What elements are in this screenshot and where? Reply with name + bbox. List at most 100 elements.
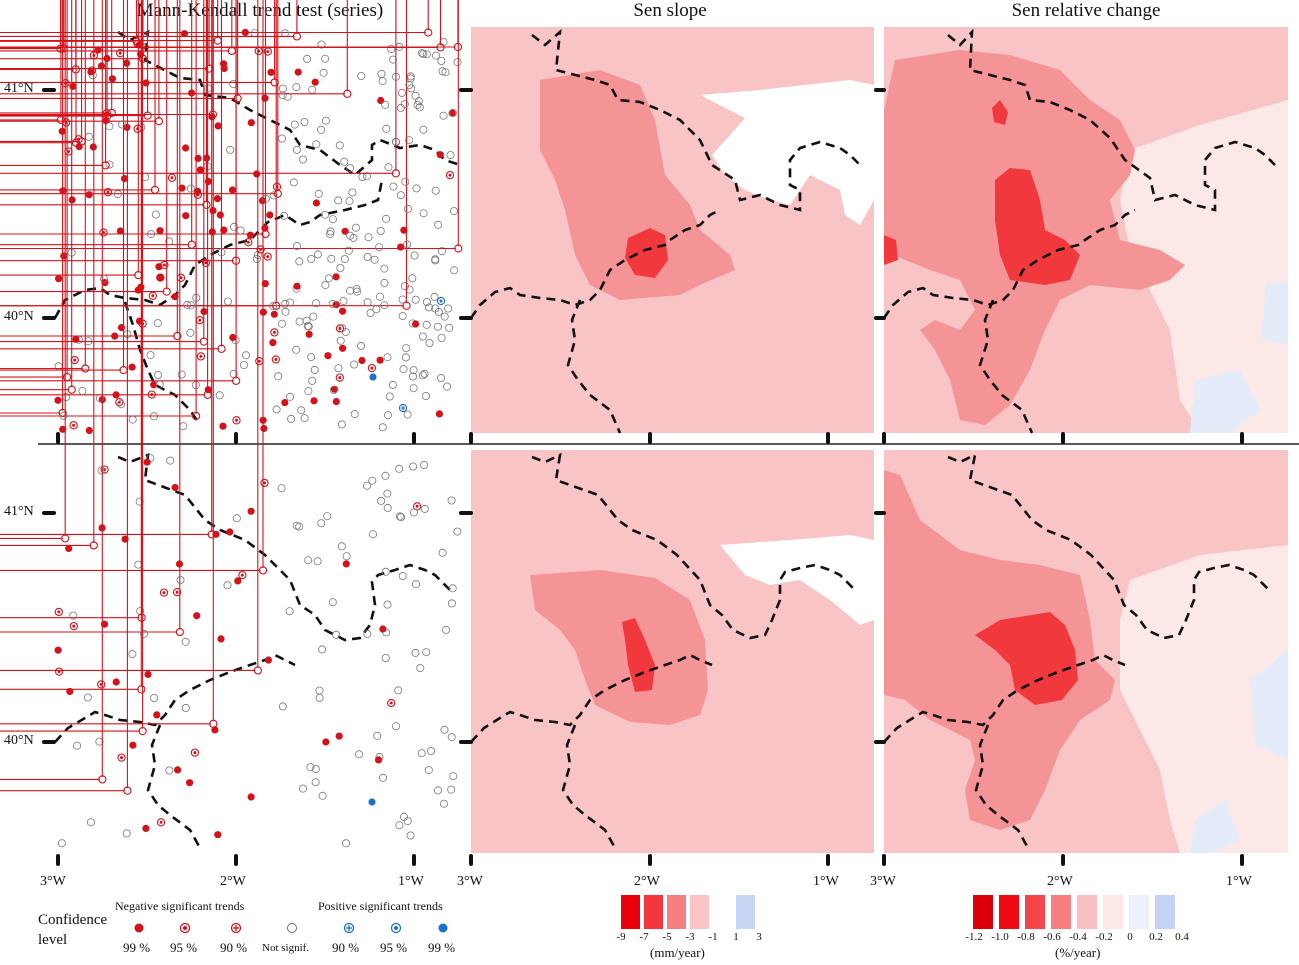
station-not-signif — [400, 100, 409, 109]
station-not-signif — [186, 301, 195, 310]
sen-bottom-white-area — [720, 535, 874, 625]
station-neg-99 — [128, 363, 136, 371]
station-neg-99 — [266, 211, 274, 219]
station-not-signif — [323, 512, 332, 521]
station-not-signif — [326, 227, 335, 236]
colorbar-tick-label: -1.2 — [965, 931, 983, 943]
station-not-signif — [378, 773, 387, 782]
station-not-signif — [295, 317, 304, 326]
station-neg-99 — [435, 410, 443, 418]
station-pos-90 — [398, 403, 408, 413]
station-not-signif — [438, 67, 447, 76]
station-not-signif — [387, 45, 396, 54]
station-not-signif — [396, 191, 405, 200]
station-neg-95 — [103, 188, 113, 197]
station-neg-99 — [379, 625, 387, 633]
colorbar-swatch — [1025, 895, 1045, 929]
colorbar-swatch — [1129, 895, 1149, 929]
station-neg-99 — [214, 831, 222, 839]
station-neg-99 — [294, 68, 302, 76]
station-not-signif — [223, 297, 232, 306]
station-not-signif — [419, 50, 428, 59]
station-not-signif — [95, 737, 104, 746]
station-not-signif — [151, 210, 160, 219]
station-neg-99 — [193, 612, 201, 620]
station-not-signif — [84, 132, 93, 141]
station-not-signif — [308, 85, 317, 94]
station-not-signif — [274, 372, 283, 381]
station-not-signif — [449, 207, 458, 216]
station-not-signif — [430, 292, 439, 301]
station-not-signif — [86, 818, 95, 827]
station-neg-99 — [212, 530, 220, 538]
station-not-signif — [418, 371, 427, 380]
station-neg-99 — [97, 62, 106, 70]
station-not-signif — [377, 69, 386, 78]
colorbar-tick-label: -0.8 — [1017, 931, 1035, 943]
station-not-signif — [292, 242, 301, 251]
rel-bottom-blue-area-2 — [1190, 800, 1240, 853]
station-not-signif — [422, 297, 431, 306]
station-not-signif — [298, 155, 307, 164]
station-neg-99 — [261, 224, 269, 232]
station-not-signif — [303, 54, 312, 63]
station-neg-95 — [54, 607, 63, 617]
station-not-signif — [317, 519, 326, 528]
station-not-signif — [422, 50, 431, 59]
station-neg-95 — [238, 570, 247, 580]
station-not-signif — [403, 817, 412, 826]
station-not-signif — [183, 300, 192, 309]
station-not-signif — [453, 58, 462, 67]
station-neg-99 — [208, 228, 216, 236]
station-not-signif — [440, 725, 449, 734]
sen-slope-panel-bottom — [471, 450, 874, 853]
station-not-signif — [351, 223, 360, 232]
station-neg-99 — [342, 560, 350, 568]
station-not-signif — [383, 489, 392, 498]
legend-level-label: level — [38, 932, 68, 948]
station-not-signif — [317, 125, 326, 134]
lat-label-41-top: 41°N — [4, 81, 34, 96]
station-not-signif — [437, 373, 446, 382]
station-neg-99 — [211, 726, 219, 734]
station-neg-95 — [159, 588, 169, 597]
station-neg-99 — [310, 397, 318, 405]
station-neg-95 — [62, 118, 71, 127]
station-not-signif — [447, 785, 456, 794]
station-not-signif — [298, 784, 307, 793]
rel-top-dark-spot — [992, 100, 1008, 125]
station-not-signif — [355, 750, 364, 759]
station-neg-99 — [311, 78, 319, 86]
station-not-signif — [410, 251, 419, 260]
station-neg-99 — [175, 560, 184, 568]
station-not-signif — [176, 576, 185, 585]
station-not-signif — [442, 625, 451, 634]
station-not-signif — [408, 274, 417, 283]
sen-slope-unit: (mm/year) — [650, 945, 705, 960]
station-neg-99 — [75, 143, 83, 151]
station-neg-99 — [226, 528, 234, 536]
station-not-signif — [366, 308, 375, 317]
station-neg-99 — [219, 422, 227, 430]
station-neg-95 — [263, 252, 272, 261]
station-neg-99 — [324, 352, 332, 360]
station-not-signif — [441, 68, 450, 77]
station-neg-99 — [204, 177, 212, 186]
station-not-signif — [297, 406, 306, 415]
lat-label-41-bottom: 41°N — [4, 504, 34, 519]
station-not-signif — [384, 163, 393, 172]
station-not-signif — [287, 414, 296, 423]
station-neg-95 — [201, 258, 211, 267]
station-neg-95 — [271, 355, 280, 364]
station-not-signif — [83, 693, 92, 702]
station-neg-95 — [256, 245, 265, 254]
station-neg-99 — [116, 227, 124, 235]
station-not-signif — [332, 630, 341, 639]
station-not-signif — [446, 151, 455, 160]
station-not-signif — [154, 370, 163, 379]
station-not-signif — [362, 172, 371, 181]
station-neg-99 — [144, 670, 152, 679]
station-not-signif — [403, 240, 412, 249]
station-neg-95 — [117, 753, 126, 762]
station-not-signif — [307, 353, 316, 362]
